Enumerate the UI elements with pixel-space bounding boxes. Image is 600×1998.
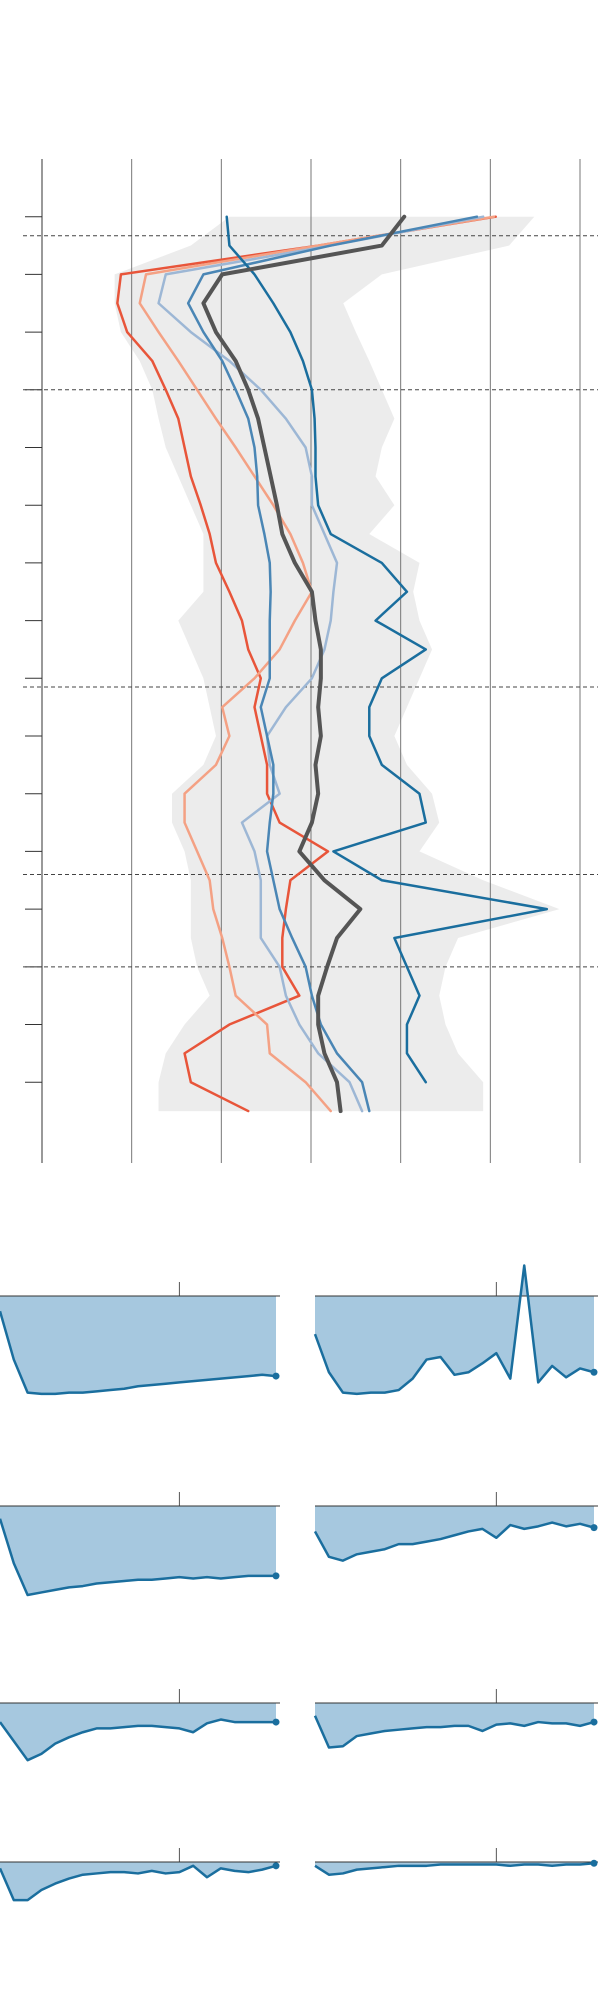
area-line [313, 1521, 595, 1562]
end-dot [272, 1718, 280, 1726]
end-dot [590, 1524, 598, 1532]
area-line [313, 1264, 595, 1396]
area-fill [315, 1862, 594, 1875]
end-dot [272, 1372, 280, 1380]
area-fill [315, 1265, 594, 1394]
area-line [0, 1864, 277, 1902]
series-line [225, 215, 549, 1084]
series-line [138, 215, 496, 1113]
area-fill [0, 1703, 276, 1761]
area-line [313, 1715, 595, 1749]
area-fill [0, 1296, 276, 1394]
area-line [0, 1310, 277, 1396]
end-dot [590, 1368, 598, 1376]
series-line [116, 215, 497, 1113]
range-band [114, 216, 560, 1112]
end-dot [590, 1859, 598, 1867]
area-line [0, 1718, 276, 1762]
end-dot [272, 1862, 280, 1870]
series-line [201, 214, 407, 1114]
area-fill [0, 1862, 276, 1901]
area-fill [0, 1506, 276, 1595]
area-line [314, 1862, 595, 1876]
series-line [157, 215, 485, 1113]
series-line [186, 215, 479, 1113]
end-dot [272, 1572, 280, 1580]
end-dot [590, 1718, 598, 1726]
area-line [0, 1518, 276, 1597]
area-fill [315, 1506, 594, 1561]
